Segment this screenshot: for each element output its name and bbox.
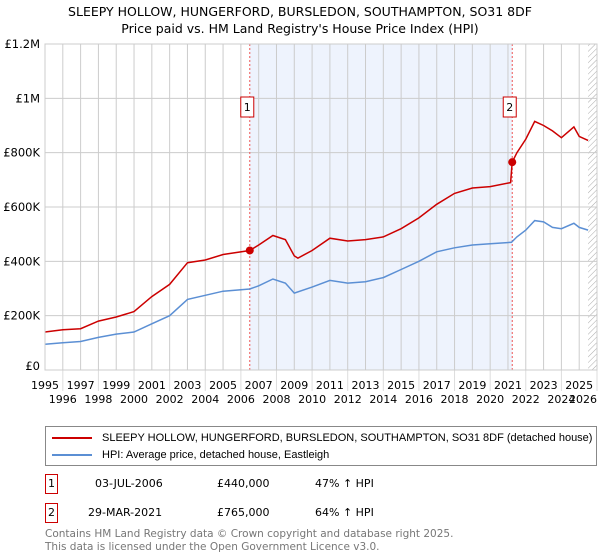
x-tick-label: 2000	[120, 393, 148, 406]
x-tick-label: 2016	[405, 393, 433, 406]
x-tick-label: 1996	[49, 393, 77, 406]
sale-badge	[502, 96, 517, 118]
legend-item-hpi: HPI: Average price, detached house, East…	[52, 448, 329, 462]
x-tick-label: 2006	[227, 393, 255, 406]
x-tick-label: 2010	[298, 393, 326, 406]
legend-item-property: SLEEPY HOLLOW, HUNGERFORD, BURSLEDON, SO…	[52, 431, 592, 445]
y-tick-label: £600K	[3, 200, 40, 214]
chart-subtitle: Price paid vs. HM Land Registry's House …	[121, 21, 479, 36]
x-tick-label: 2007	[245, 379, 273, 392]
x-tick-label: 2023	[530, 379, 558, 392]
x-tick-label: 2021	[494, 379, 522, 392]
x-tick-label: 2012	[334, 393, 362, 406]
legend-label: HPI: Average price, detached house, East…	[102, 449, 330, 461]
x-tick-label: 2014	[369, 393, 397, 406]
sale-badge-label: 1	[244, 101, 251, 114]
y-tick-label: £800K	[3, 146, 40, 160]
series-line	[44, 219, 589, 345]
x-tick-label: 1997	[67, 379, 95, 392]
transaction-price: £440,000	[217, 477, 270, 490]
x-tick-label: 2004	[191, 393, 219, 406]
x-tick-label: 2002	[156, 393, 184, 406]
x-tick-label: 2005	[209, 379, 237, 392]
footer: Contains HM Land Registry data © Crown c…	[45, 528, 453, 554]
x-tick-label: 1998	[84, 393, 112, 406]
x-tick-label: 1995	[31, 379, 59, 392]
marker-badge: 2	[45, 503, 58, 523]
y-tick-label: £1M	[15, 91, 40, 105]
x-tick-label: 2013	[352, 379, 380, 392]
x-tick-label: 2026	[569, 393, 597, 406]
sale-point	[245, 246, 254, 255]
x-tick-label: 2025	[565, 379, 593, 392]
transaction-hpi: 47% ↑ HPI	[315, 477, 374, 490]
x-tick-label: 2022	[512, 393, 540, 406]
sale-badge	[240, 96, 255, 118]
transaction-hpi: 64% ↑ HPI	[315, 506, 374, 519]
plot-border	[44, 43, 598, 371]
x-tick-label: 2020	[476, 393, 504, 406]
transaction-row: 2 29-MAR-2021 £765,000 64% ↑ HPI	[45, 503, 597, 523]
x-tick-label: 2015	[387, 379, 415, 392]
sale-point	[508, 158, 517, 167]
x-tick-label: 2011	[316, 379, 344, 392]
transaction-price: £765,000	[217, 506, 270, 519]
legend-line-blue	[52, 454, 92, 456]
x-tick-label: 2019	[458, 379, 486, 392]
x-tick-label: 2017	[423, 379, 451, 392]
legend: SLEEPY HOLLOW, HUNGERFORD, BURSLEDON, SO…	[45, 426, 597, 466]
marker-badge: 1	[45, 474, 58, 494]
price-chart: 1995199619971998199920002001200220032004…	[3, 37, 598, 406]
chart-title: SLEEPY HOLLOW, HUNGERFORD, BURSLEDON, SO…	[68, 4, 532, 19]
series-line	[44, 120, 589, 333]
x-tick-label: 1999	[102, 379, 130, 392]
footer-line: This data is licensed under the Open Gov…	[45, 541, 380, 553]
x-tick-label: 2008	[262, 393, 290, 406]
x-tick-label: 2018	[441, 393, 469, 406]
y-tick-label: £400K	[3, 254, 40, 268]
x-tick-label: 2009	[280, 379, 308, 392]
x-tick-label: 2001	[138, 379, 166, 392]
x-tick-label: 2003	[173, 379, 201, 392]
legend-label: SLEEPY HOLLOW, HUNGERFORD, BURSLEDON, SO…	[102, 432, 593, 444]
footer-line: Contains HM Land Registry data © Crown c…	[45, 528, 454, 540]
transaction-row: 1 03-JUL-2006 £440,000 47% ↑ HPI	[45, 474, 597, 494]
sale-badge-label: 2	[506, 101, 513, 114]
legend-line-red	[52, 437, 92, 439]
transaction-date: 29-MAR-2021	[88, 506, 163, 519]
y-tick-label: £200K	[3, 309, 40, 323]
x-tick-label: 2024	[547, 393, 575, 406]
transaction-date: 03-JUL-2006	[95, 477, 163, 490]
y-tick-label: £1.2M	[4, 37, 40, 51]
y-tick-label: £0	[25, 359, 40, 373]
